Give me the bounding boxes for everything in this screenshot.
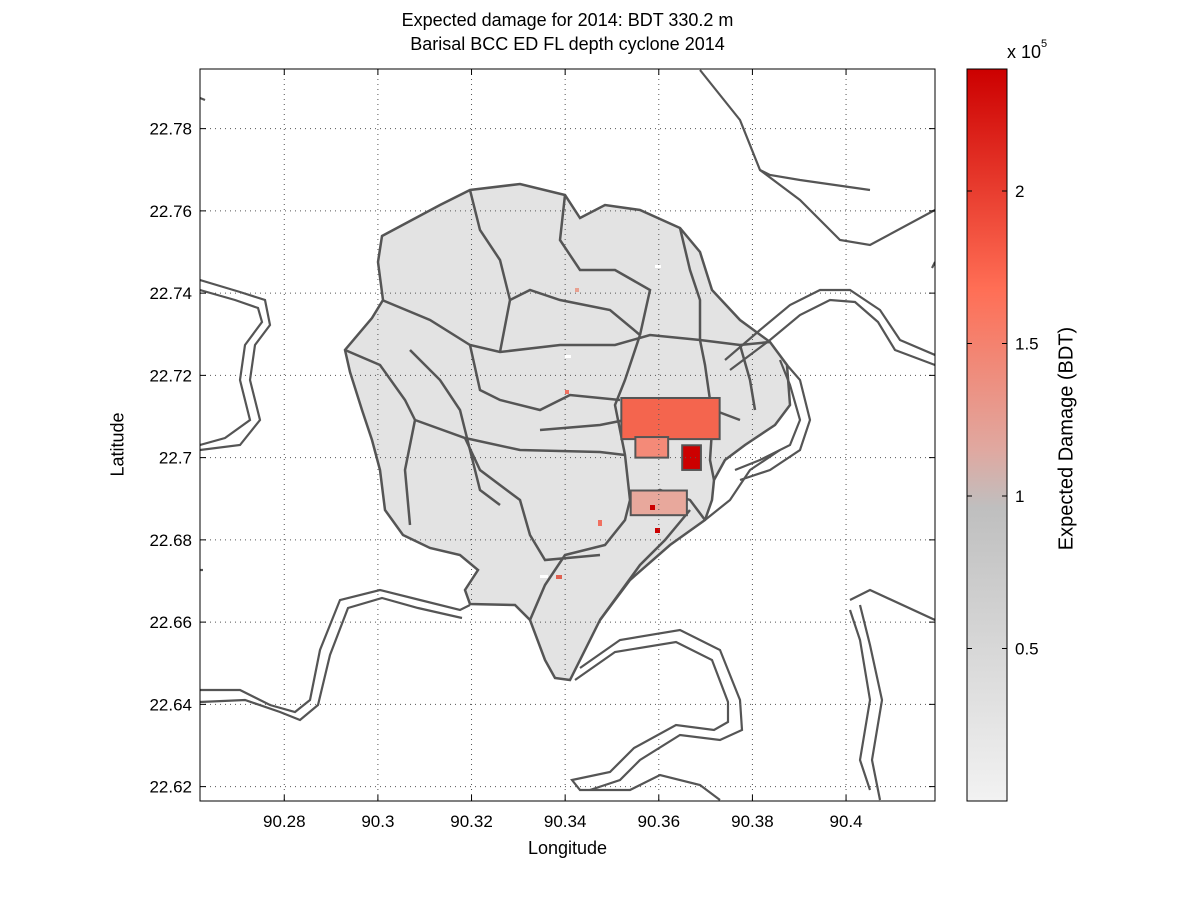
damage-zones <box>620 396 721 517</box>
colorbar-exponent: x 105 <box>1007 38 1048 62</box>
colorbar-ticks: 0.5 1 1.5 2 <box>967 182 1039 659</box>
damage-zone <box>634 436 670 459</box>
river-banks <box>200 69 935 801</box>
y-tick-label: 22.66 <box>149 613 192 632</box>
chart-title: Expected damage for 2014: BDT 330.2 m <box>401 10 734 30</box>
y-tick-label: 22.72 <box>149 366 192 385</box>
x-tick-label: 90.3 <box>361 812 394 831</box>
x-tick-label: 90.36 <box>638 812 681 831</box>
x-tick-label: 90.28 <box>263 812 306 831</box>
colorbar-tick-label: 1 <box>1015 487 1024 506</box>
grid-lines <box>200 69 935 801</box>
chart-subtitle: Barisal BCC ED FL depth cyclone 2014 <box>410 34 725 54</box>
colorbar-tick-label: 1.5 <box>1015 335 1039 354</box>
colorbar-tick-label: 2 <box>1015 182 1024 201</box>
x-axis-label: Longitude <box>527 838 608 858</box>
axes-box <box>199 68 936 802</box>
x-axis: 90.28 90.3 90.32 90.34 90.36 90.38 90.4 <box>263 69 863 831</box>
colorbar <box>966 68 1008 802</box>
y-tick-label: 22.78 <box>149 120 192 139</box>
y-axis: 22.62 22.64 22.66 22.68 22.7 22.72 22.74 22.76 2… <box>149 120 935 797</box>
y-axis-label: Latitude <box>107 412 128 477</box>
y-tick-label: 22.64 <box>149 695 192 714</box>
y-tick-label: 22.62 <box>149 778 192 797</box>
y-tick-label: 22.74 <box>149 284 192 303</box>
x-tick-label: 90.32 <box>450 812 493 831</box>
colorbar-label: Expected Damage (BDT) <box>1055 326 1078 551</box>
x-tick-label: 90.38 <box>731 812 774 831</box>
colorbar-tick-label: 0.5 <box>1015 640 1039 659</box>
x-tick-label: 90.34 <box>544 812 587 831</box>
x-tick-label: 90.4 <box>830 812 863 831</box>
damage-speckles <box>540 265 661 579</box>
y-tick-label: 22.76 <box>149 202 192 221</box>
y-tick-label: 22.68 <box>149 531 192 550</box>
y-tick-label: 22.7 <box>159 449 192 468</box>
damage-zone <box>620 396 721 441</box>
